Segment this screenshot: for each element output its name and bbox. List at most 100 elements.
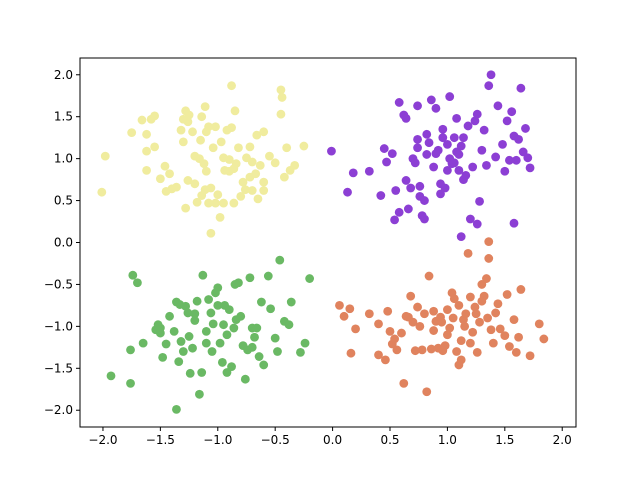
scatter-point-s1-1 <box>343 187 352 197</box>
scatter-point-s2-38 <box>227 362 236 372</box>
x-tick-label: 2.0 <box>553 433 572 447</box>
scatter-point-s1-35 <box>438 124 448 134</box>
scatter-point-s1-48 <box>454 150 464 159</box>
scatter-point-s0-69 <box>252 130 262 140</box>
scatter-point-s1-21 <box>413 101 422 111</box>
scatter-point-s0-32 <box>199 159 209 169</box>
scatter-point-s3-78 <box>429 326 439 335</box>
scatter-point-s3-28 <box>429 306 439 316</box>
scatter-point-s0-59 <box>251 169 261 179</box>
scatter-point-s0-33 <box>201 166 211 176</box>
scatter-point-s3-57 <box>493 299 503 309</box>
scatter-point-s1-39 <box>443 139 452 149</box>
scatter-point-s1-74 <box>514 134 523 144</box>
scatter-point-s0-60 <box>240 185 250 195</box>
scatter-point-s3-24 <box>420 309 429 319</box>
y-tick-label: 1.0 <box>54 152 73 166</box>
scatter-point-s3-47 <box>472 347 482 357</box>
scatter-point-s0-2 <box>127 128 137 138</box>
scatter-point-s3-35 <box>445 323 455 333</box>
scatter-point-s2-25 <box>197 368 207 377</box>
scatter-point-s1-70 <box>505 155 514 165</box>
scatter-point-s0-42 <box>216 137 226 147</box>
scatter-point-s1-56 <box>470 116 480 126</box>
scatter-point-s3-27 <box>426 344 436 354</box>
scatter-point-s3-7 <box>374 350 383 360</box>
scatter-point-s0-21 <box>178 137 188 147</box>
scatter-point-s3-15 <box>399 378 409 388</box>
scatter-point-s0-40 <box>201 127 211 137</box>
scatter-point-s2-54 <box>270 333 280 343</box>
scatter-point-s3-60 <box>502 290 512 299</box>
scatter-point-s2-40 <box>234 278 243 288</box>
scatter-point-s2-26 <box>198 270 208 280</box>
scatter-point-s0-81 <box>299 141 309 151</box>
scatter-point-s0-39 <box>213 190 223 200</box>
scatter-point-s0-8 <box>150 142 160 152</box>
scatter-point-s1-55 <box>468 162 478 172</box>
scatter-point-s3-10 <box>385 327 395 336</box>
scatter-point-s0-52 <box>231 159 241 169</box>
scatter-point-s2-63 <box>201 338 211 348</box>
scatter-point-s1-53 <box>463 121 473 131</box>
scatter-point-s1-81 <box>431 103 441 113</box>
scatter-point-s3-25 <box>422 387 432 397</box>
scatter-point-s2-60 <box>296 347 305 357</box>
scatter-point-s3-73 <box>454 301 464 310</box>
scatter-point-s1-62 <box>482 160 491 170</box>
scatter-point-s3-76 <box>477 296 487 306</box>
scatter-point-s0-36 <box>197 191 207 200</box>
scatter-point-s1-20 <box>413 134 422 144</box>
scatter-point-s2-64 <box>219 320 228 330</box>
scatter-point-s0-27 <box>181 203 191 213</box>
scatter-point-s2-61 <box>300 338 310 348</box>
scatter-point-s2-52 <box>263 271 273 281</box>
y-tick-label: 1.5 <box>54 110 73 124</box>
scatter-point-s2-50 <box>257 297 266 307</box>
scatter-point-s2-73 <box>213 301 223 310</box>
scatter-point-s3-74 <box>465 338 475 348</box>
scatter-point-s2-4 <box>126 345 135 355</box>
scatter-point-s0-1 <box>100 151 110 161</box>
scatter-point-s1-26 <box>420 196 429 205</box>
scatter-point-s0-11 <box>160 161 170 171</box>
scatter-point-s0-84 <box>259 186 269 195</box>
scatter-point-s2-58 <box>284 320 294 330</box>
scatter-point-s3-8 <box>381 355 390 365</box>
scatter-point-s3-61 <box>505 342 514 351</box>
scatter-point-s1-11 <box>394 207 404 217</box>
scatter-point-s0-48 <box>224 155 234 164</box>
scatter-point-s2-74 <box>229 323 239 333</box>
scatter-point-s1-5 <box>382 157 391 167</box>
scatter-point-s3-53 <box>484 237 494 247</box>
scatter-point-s2-21 <box>188 343 197 353</box>
scatter-point-s1-43 <box>449 158 459 168</box>
scatter-point-s0-3 <box>137 115 147 125</box>
scatter-point-s1-68 <box>500 166 510 176</box>
scatter-point-s3-48 <box>475 317 484 327</box>
scatter-point-s0-12 <box>165 169 174 179</box>
scatter-point-s2-68 <box>247 342 257 352</box>
scatter-point-s3-40 <box>456 336 466 346</box>
scatter-point-s3-20 <box>410 346 420 356</box>
scatter-point-s1-4 <box>376 191 386 200</box>
scatter-point-s1-9 <box>391 186 401 195</box>
scatter-point-s0-44 <box>227 123 236 133</box>
scatter-point-s2-66 <box>231 315 241 325</box>
x-tick-label: 0.5 <box>380 433 399 447</box>
scatter-point-s1-27 <box>422 129 432 139</box>
scatter-point-s0-80 <box>290 160 300 170</box>
scatter-point-s3-18 <box>406 291 416 301</box>
scatter-point-s2-48 <box>252 323 262 333</box>
scatter-point-s2-72 <box>184 332 194 341</box>
scatter-point-s1-14 <box>401 176 411 185</box>
scatter-point-s0-41 <box>208 143 218 153</box>
scatter-point-s2-70 <box>222 330 232 340</box>
scatter-point-s1-79 <box>525 163 535 173</box>
scatter-point-s3-59 <box>500 331 510 340</box>
scatter-point-s0-28 <box>192 197 202 207</box>
scatter-point-s3-58 <box>495 324 505 334</box>
scatter-point-s3-51 <box>482 274 491 283</box>
scatter-point-s0-74 <box>276 85 286 95</box>
